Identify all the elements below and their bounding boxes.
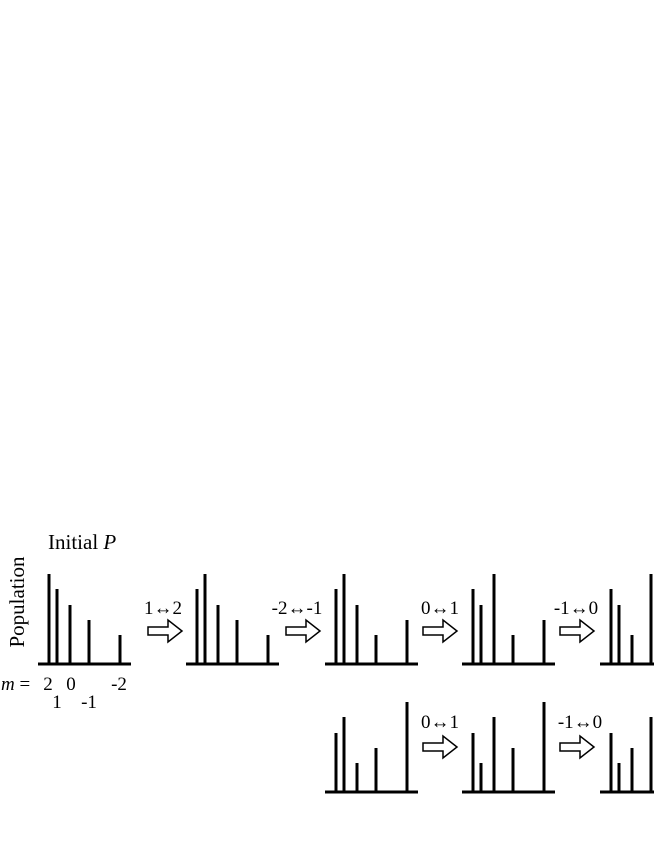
m-label-eq: = (15, 674, 30, 695)
m-tick-label: -1 (81, 692, 97, 713)
population-histogram (600, 574, 654, 666)
transition-label: -2↔-1 (272, 598, 323, 619)
right-arrow-icon (559, 618, 596, 644)
transition-label: 0↔1 (421, 598, 459, 619)
initial-title: Initial P (48, 530, 116, 554)
transition-label: -1↔0 (558, 712, 602, 733)
m-tick-label: -2 (111, 674, 127, 695)
y-axis-label: Population (5, 556, 29, 648)
m-label-var: m (1, 674, 15, 695)
right-arrow-icon (559, 734, 596, 760)
population-histogram (325, 702, 418, 794)
transition-label: 1↔2 (144, 598, 182, 619)
m-tick-label: 2 (43, 674, 53, 695)
initial-title-prefix: Initial (48, 530, 103, 554)
m-label: m = (1, 674, 30, 695)
population-histogram (325, 574, 418, 666)
population-histogram (462, 574, 555, 666)
population-histogram (600, 717, 654, 794)
population-histogram (186, 574, 279, 666)
right-arrow-icon (422, 618, 459, 644)
population-histogram (38, 574, 131, 666)
right-arrow-icon (147, 618, 184, 644)
right-arrow-icon (422, 734, 459, 760)
population-histograms (38, 574, 654, 794)
transition-label: -1↔0 (554, 598, 598, 619)
initial-title-var: P (102, 530, 116, 554)
m-tick-label: 0 (66, 674, 76, 695)
m-tick-label: 1 (52, 692, 62, 713)
transition-label: 0↔1 (421, 712, 459, 733)
right-arrow-icon (285, 618, 322, 644)
population-histogram (462, 702, 555, 794)
